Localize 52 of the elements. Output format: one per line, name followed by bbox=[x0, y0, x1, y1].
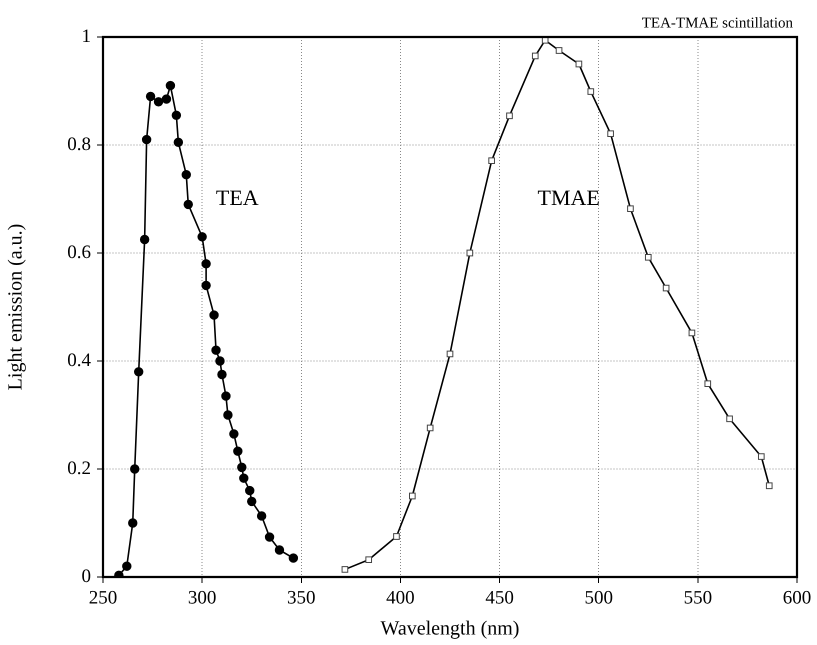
y-tick-label: 0.4 bbox=[67, 350, 92, 371]
x-tick-label: 450 bbox=[485, 587, 514, 608]
x-tick-label: 350 bbox=[287, 587, 316, 608]
point bbox=[201, 280, 211, 290]
point bbox=[174, 138, 184, 147]
x-tick-label: 550 bbox=[684, 587, 712, 608]
point bbox=[256, 511, 266, 521]
point bbox=[146, 92, 156, 102]
point bbox=[237, 462, 246, 472]
point bbox=[245, 486, 254, 496]
point bbox=[140, 234, 150, 244]
point bbox=[142, 134, 152, 144]
series-label: TEA bbox=[216, 184, 259, 210]
point bbox=[215, 356, 225, 366]
point bbox=[201, 259, 211, 268]
point bbox=[172, 110, 182, 120]
point bbox=[128, 518, 138, 528]
chart-title: TEA-TMAE scintillation bbox=[642, 15, 794, 32]
point bbox=[217, 370, 227, 380]
point bbox=[239, 473, 248, 483]
x-tick-label: 400 bbox=[386, 587, 415, 608]
y-tick-label: 0.6 bbox=[67, 242, 91, 263]
y-tick-label: 0.2 bbox=[67, 458, 91, 479]
point bbox=[154, 97, 164, 106]
x-tick-label: 600 bbox=[782, 587, 812, 608]
point bbox=[162, 94, 172, 104]
point bbox=[223, 410, 233, 420]
x-axis-title: Wavelength (nm) bbox=[380, 617, 520, 640]
point bbox=[247, 496, 256, 506]
x-tick-label: 500 bbox=[584, 587, 613, 608]
point bbox=[130, 464, 140, 474]
y-tick-label: 0.8 bbox=[67, 134, 91, 155]
point bbox=[122, 562, 132, 571]
point bbox=[274, 545, 284, 555]
point bbox=[229, 429, 239, 439]
point bbox=[221, 391, 231, 401]
point bbox=[209, 310, 219, 320]
point bbox=[197, 232, 207, 242]
point bbox=[166, 80, 176, 90]
y-tick-label: 1 bbox=[82, 26, 91, 47]
x-tick-label: 300 bbox=[188, 587, 216, 608]
point bbox=[184, 200, 193, 210]
y-tick-label: 0 bbox=[82, 566, 91, 587]
point bbox=[233, 446, 243, 456]
y-axis-title: Light emission (a.u.) bbox=[4, 224, 26, 390]
point bbox=[182, 170, 191, 180]
point bbox=[264, 532, 274, 542]
x-tick-label: 250 bbox=[88, 587, 118, 608]
point bbox=[211, 346, 221, 355]
series-label: TMAE bbox=[538, 184, 600, 210]
point bbox=[288, 553, 298, 563]
point bbox=[134, 367, 144, 376]
